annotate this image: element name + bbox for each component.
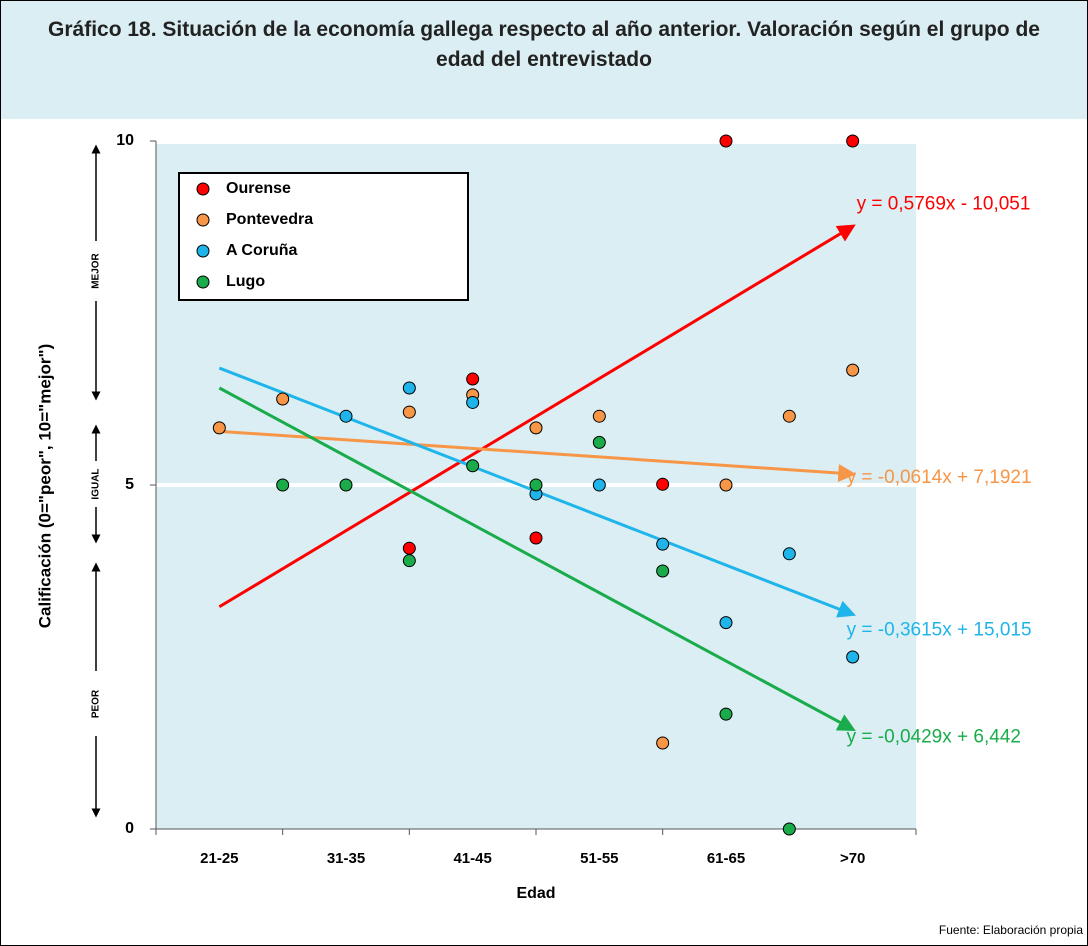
point [719, 134, 733, 148]
y-tick-label: 5 [125, 476, 134, 493]
band-label: IGUAL [91, 468, 102, 499]
point [339, 409, 353, 423]
point [402, 381, 416, 395]
x-axis-label: Edad [516, 885, 555, 902]
point [592, 478, 606, 492]
point [846, 134, 860, 148]
trend-label: y = -0,0614x + 7,1921 [847, 467, 1032, 488]
legend-marker [196, 275, 210, 289]
legend-label: A Coruña [226, 242, 298, 259]
legend [178, 172, 469, 301]
point [782, 409, 796, 423]
point [846, 650, 860, 664]
x-tick-label: >70 [840, 850, 865, 867]
trend-line [218, 224, 856, 609]
trend-label: y = 0,5769x - 10,051 [857, 193, 1031, 214]
point [402, 541, 416, 555]
point [402, 554, 416, 568]
trend-line [219, 429, 857, 483]
legend-label: Ourense [226, 180, 291, 197]
y-tick-label: 10 [116, 132, 134, 149]
point [466, 459, 480, 473]
point [656, 736, 670, 750]
trend-label: y = -0,0429x + 6,442 [847, 726, 1021, 747]
point [402, 405, 416, 419]
band-label: MEJOR [91, 252, 102, 288]
source: Fuente: Elaboración propia [939, 923, 1083, 937]
point [466, 395, 480, 409]
point [529, 421, 543, 435]
point [592, 409, 606, 423]
legend-marker [196, 182, 210, 196]
x-tick-label: 31-35 [327, 850, 365, 867]
point [276, 478, 290, 492]
trend-label: y = -0,3615x + 15,015 [847, 619, 1032, 640]
y-axis-label: Calificación (0="peor", 10="mejor") [35, 344, 54, 629]
y-tick-label: 0 [125, 820, 134, 837]
band-label: PEOR [91, 689, 102, 718]
point [592, 435, 606, 449]
point [212, 421, 226, 435]
point [276, 392, 290, 406]
legend-label: Pontevedra [226, 211, 313, 228]
legend-marker [196, 213, 210, 227]
point [656, 537, 670, 551]
point [339, 478, 353, 492]
x-tick-label: 61-65 [707, 850, 745, 867]
point [466, 372, 480, 386]
legend-label: Lugo [226, 273, 265, 290]
legend-marker [196, 244, 210, 258]
point [656, 564, 670, 578]
x-tick-label: 21-25 [200, 850, 238, 867]
point [529, 531, 543, 545]
point [846, 363, 860, 377]
trend-line [218, 386, 856, 731]
x-tick-label: 51-55 [580, 850, 618, 867]
x-tick-label: 41-45 [453, 850, 491, 867]
point [656, 477, 670, 491]
point [782, 547, 796, 561]
point [719, 478, 733, 492]
point [719, 707, 733, 721]
chart-title: Gráfico 18. Situación de la economía gal… [1, 1, 1087, 119]
point [719, 616, 733, 630]
point [782, 822, 796, 836]
point [529, 478, 543, 492]
